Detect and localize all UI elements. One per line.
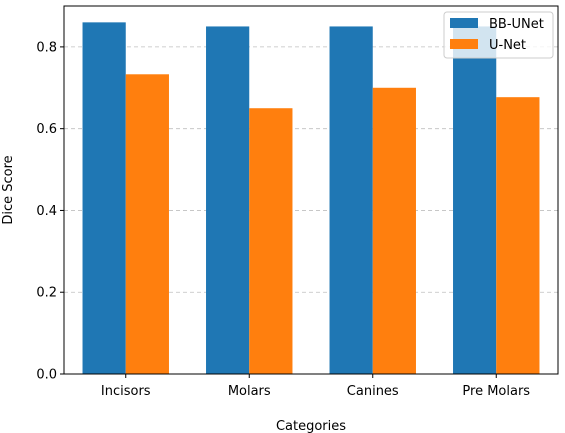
y-tick-label: 0.2 — [36, 286, 57, 301]
bar-u-net-pre-molars — [496, 97, 540, 374]
x-tick-label: Molars — [228, 384, 271, 399]
bar-bb-unet-pre-molars — [453, 26, 497, 374]
plot-frame — [63, 5, 559, 375]
bar-u-net-canines — [372, 87, 416, 375]
y-tick-label: 0.6 — [36, 122, 57, 137]
bar-bb-unet-canines — [329, 26, 373, 374]
bar-bb-unet-molars — [206, 26, 250, 374]
x-tick-label: Incisors — [101, 384, 151, 399]
grid-layer — [64, 46, 558, 293]
bar-bb-unet-incisors — [82, 22, 126, 374]
legend-swatch-u-net — [450, 39, 478, 49]
bar-u-net-molars — [249, 108, 293, 374]
x-tick-label: Pre Molars — [462, 384, 530, 399]
legend-label-u-net: U-Net — [489, 38, 526, 53]
y-tick-label: 0.0 — [36, 368, 57, 383]
y-tick-label: 0.4 — [36, 204, 57, 219]
legend: BB-UNet U-Net — [443, 11, 554, 59]
ticks-layer: 0.0 0.2 0.4 0.6 0.8 Incisors Molars Canines Pre … — [36, 40, 530, 399]
legend-swatch-bb-unet — [450, 18, 478, 28]
x-tick-label: Canines — [347, 384, 399, 399]
legend-label-bb-unet: BB-UNet — [489, 17, 544, 32]
bar-u-net-incisors — [125, 74, 169, 374]
bars-layer — [82, 22, 540, 375]
y-tick-label: 0.8 — [36, 40, 57, 55]
y-axis-label: Dice Score — [1, 155, 16, 224]
x-axis-label: Categories — [276, 419, 346, 433]
